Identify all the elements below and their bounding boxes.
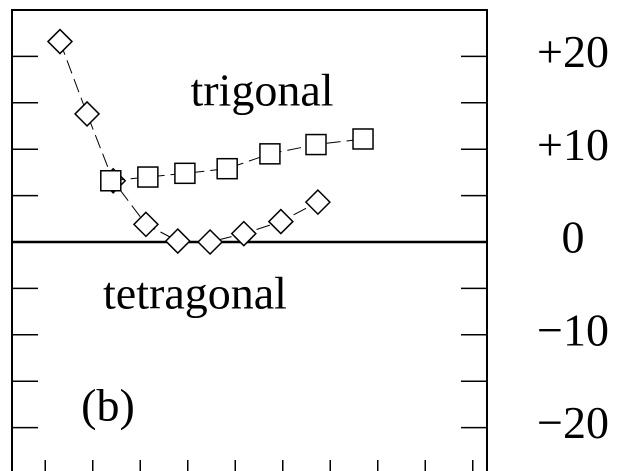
- y-tick-label: +20: [537, 26, 609, 77]
- diamond-marker: [267, 208, 294, 235]
- square-marker: [352, 128, 374, 150]
- diamond-marker: [304, 189, 331, 216]
- square-marker: [305, 133, 327, 156]
- square-marker: [174, 162, 196, 185]
- y-tick-label: +10: [537, 119, 609, 170]
- square-marker: [259, 143, 281, 165]
- square-marker: [100, 170, 122, 192]
- diamond-marker: [46, 28, 74, 55]
- y-tick-label: −10: [537, 304, 609, 355]
- y-tick-label: −20: [537, 397, 609, 448]
- square-marker: [216, 157, 238, 180]
- plot-frame: [11, 9, 488, 471]
- annotation: trigonal: [190, 65, 333, 116]
- y-tick-label: 0: [562, 212, 585, 263]
- annotation: tetragonal: [103, 268, 287, 319]
- annotation: (b): [81, 380, 135, 431]
- square-marker: [137, 166, 159, 188]
- diamond-marker: [197, 228, 224, 256]
- diamond-marker: [164, 228, 191, 255]
- series-line: [59, 41, 319, 243]
- diamond-marker: [230, 220, 257, 247]
- diamond-marker: [132, 211, 160, 238]
- diamond-marker: [73, 100, 101, 127]
